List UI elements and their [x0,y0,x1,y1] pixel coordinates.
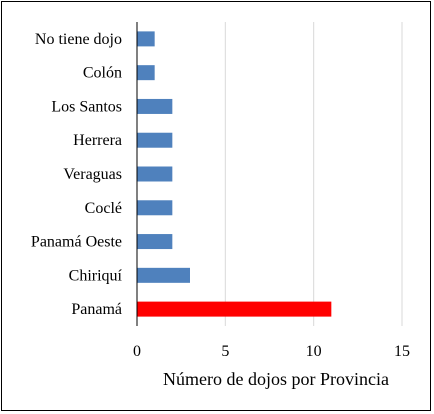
x-axis-label: Número de dojos por Provincia [163,369,389,389]
x-tick-label: 5 [221,343,229,360]
bar [137,267,190,283]
category-label: Panamá [71,301,122,318]
bar [137,98,173,114]
category-label: Chiriquí [69,267,123,284]
category-label: Colón [83,65,122,82]
category-label: No tiene dojo [35,31,122,48]
bar [137,166,173,182]
gridlines [224,22,403,326]
category-label: Coclé [85,200,122,217]
x-tick-labels: 0 5 10 15 [133,343,410,360]
category-label: Panamá Oeste [31,234,122,251]
bar [137,31,155,47]
category-label: Veraguas [63,166,122,183]
category-label: Herrera [73,132,122,149]
bar [137,234,173,250]
bars [137,31,332,317]
bar [137,65,155,81]
category-labels: No tiene dojo Colón Los Santos Herrera Verag… [31,31,123,318]
bar [137,132,173,148]
bar [137,301,332,317]
bar [137,200,173,216]
category-label: Los Santos [51,98,122,115]
x-tick-label: 10 [306,343,322,360]
x-tick-label: 0 [133,343,141,360]
x-tick-label: 15 [394,343,410,360]
